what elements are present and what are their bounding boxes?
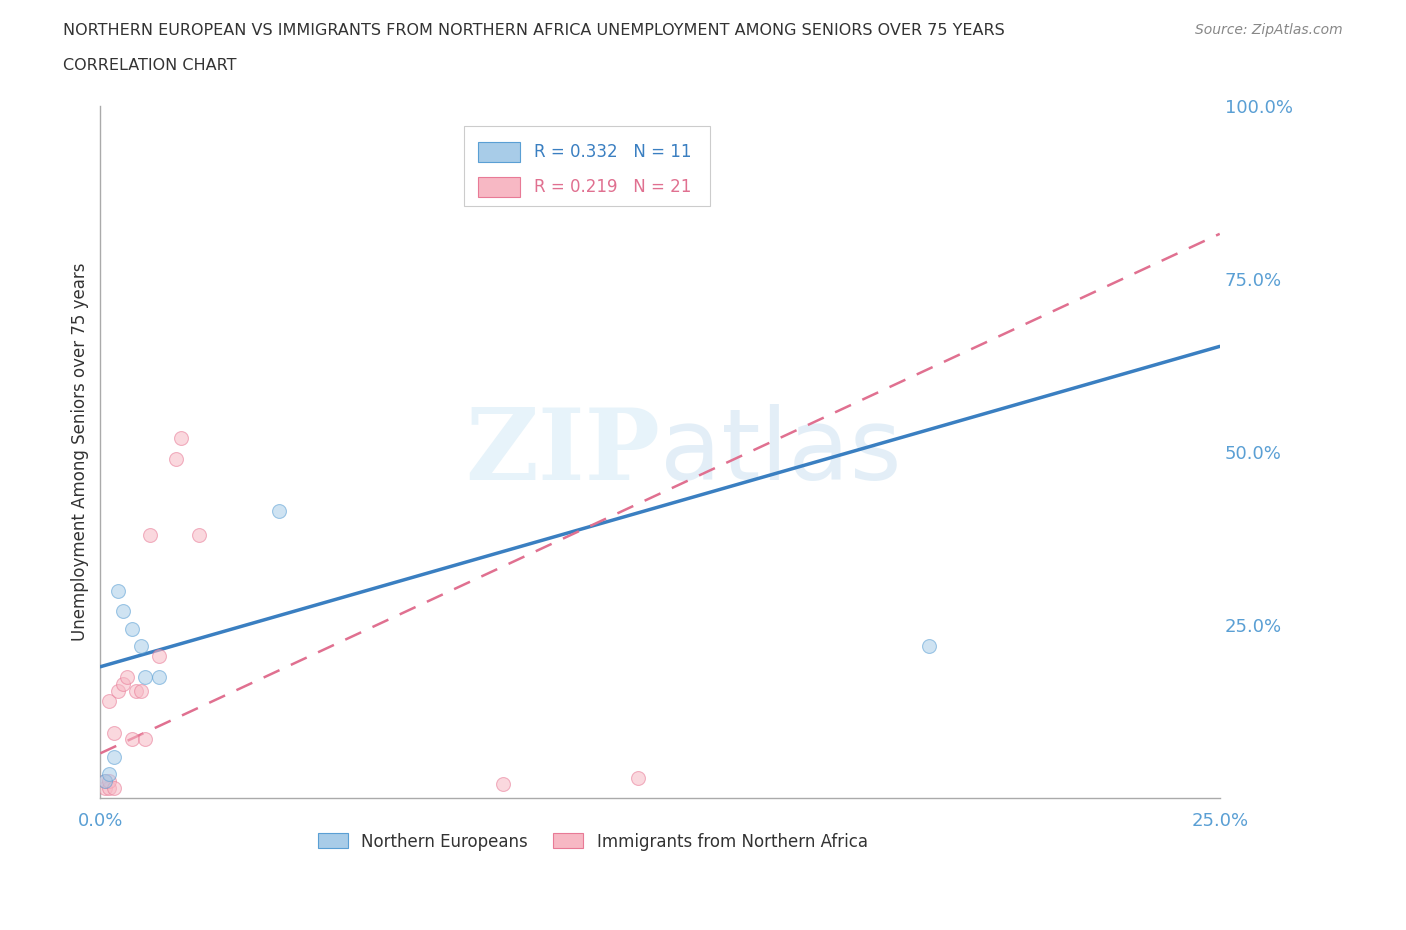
FancyBboxPatch shape: [478, 178, 520, 196]
Text: R = 0.332   N = 11: R = 0.332 N = 11: [533, 143, 690, 161]
Text: Source: ZipAtlas.com: Source: ZipAtlas.com: [1195, 23, 1343, 37]
Point: [129, 684, 152, 698]
Text: atlas: atlas: [659, 404, 901, 500]
Point: [166, 451, 188, 466]
Point: [98, 780, 121, 795]
Point: [187, 527, 209, 542]
Point: [170, 431, 193, 445]
Point: [129, 639, 152, 654]
Point: [111, 604, 134, 618]
Point: [94, 774, 117, 789]
Text: CORRELATION CHART: CORRELATION CHART: [63, 58, 236, 73]
Point: [98, 774, 121, 789]
Point: [94, 780, 117, 795]
Point: [94, 774, 117, 789]
Text: R = 0.219   N = 21: R = 0.219 N = 21: [533, 178, 690, 196]
Point: [134, 670, 156, 684]
Point: [121, 732, 143, 747]
Point: [269, 503, 291, 518]
FancyBboxPatch shape: [478, 142, 520, 162]
Point: [115, 670, 138, 684]
Legend: Northern Europeans, Immigrants from Northern Africa: Northern Europeans, Immigrants from Nort…: [312, 826, 875, 857]
Point: [148, 649, 170, 664]
Text: NORTHERN EUROPEAN VS IMMIGRANTS FROM NORTHERN AFRICA UNEMPLOYMENT AMONG SENIORS : NORTHERN EUROPEAN VS IMMIGRANTS FROM NOR…: [63, 23, 1005, 38]
FancyBboxPatch shape: [464, 126, 710, 206]
Point: [138, 527, 160, 542]
Point: [107, 583, 129, 598]
Point: [148, 670, 170, 684]
Point: [98, 694, 121, 709]
Point: [627, 770, 650, 785]
Point: [107, 684, 129, 698]
Text: ZIP: ZIP: [465, 404, 659, 500]
Point: [103, 780, 125, 795]
Point: [111, 677, 134, 692]
Point: [918, 639, 941, 654]
Point: [134, 732, 156, 747]
Point: [103, 750, 125, 764]
Point: [492, 777, 515, 792]
Point: [125, 684, 148, 698]
Y-axis label: Unemployment Among Seniors over 75 years: Unemployment Among Seniors over 75 years: [72, 263, 89, 642]
Point: [103, 725, 125, 740]
Point: [98, 766, 121, 781]
Point: [121, 621, 143, 636]
